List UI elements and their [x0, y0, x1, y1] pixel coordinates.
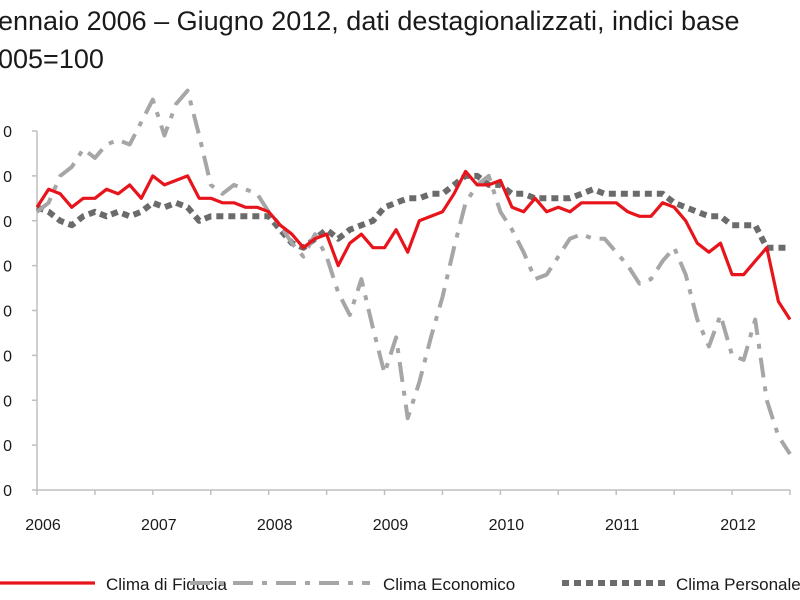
legend-label-personale: Clima Personale: [676, 575, 800, 594]
x-tick-label: 2008: [257, 517, 293, 534]
chart-title-line2: 005=100: [0, 44, 104, 74]
x-tick-label: 2010: [489, 517, 525, 534]
x-tick-label: 2012: [720, 517, 756, 534]
chart-title: ennaio 2006 – Giugno 2012, dati destagio…: [0, 2, 800, 78]
x-tick-label: 2007: [141, 517, 177, 534]
legend-label-fiducia: Clima di Fiducia: [106, 575, 227, 594]
y-tick-label: 0: [3, 169, 12, 186]
chart-legend: Clima di Fiducia Clima Economico Clima Per…: [0, 575, 800, 594]
legend-label-economico: Clima Economico: [383, 575, 515, 594]
chart-series: [35, 88, 792, 456]
x-tick-label: 2006: [25, 517, 61, 534]
chart-axes: 0 0 0 0 0 0 0 0 0 2006 2007 2008 2009 2010 2011 2012: [3, 124, 791, 534]
y-tick-label: 0: [3, 214, 12, 231]
chart-title-line1: ennaio 2006 – Giugno 2012, dati destagio…: [0, 6, 740, 36]
series-line-fiducia: [35, 169, 792, 321]
y-tick-label: 0: [3, 483, 12, 500]
y-tick-label: 0: [3, 348, 12, 365]
y-tick-label: 0: [3, 438, 12, 455]
y-tick-label: 0: [3, 124, 12, 141]
x-tick-label: 2011: [605, 517, 640, 534]
series-line-economico: [35, 88, 792, 456]
series-line-personale: [35, 172, 790, 251]
x-tick-label: 2009: [373, 517, 409, 534]
y-tick-label: 0: [3, 304, 12, 321]
y-tick-label: 0: [3, 393, 12, 410]
y-tick-label: 0: [3, 259, 12, 276]
